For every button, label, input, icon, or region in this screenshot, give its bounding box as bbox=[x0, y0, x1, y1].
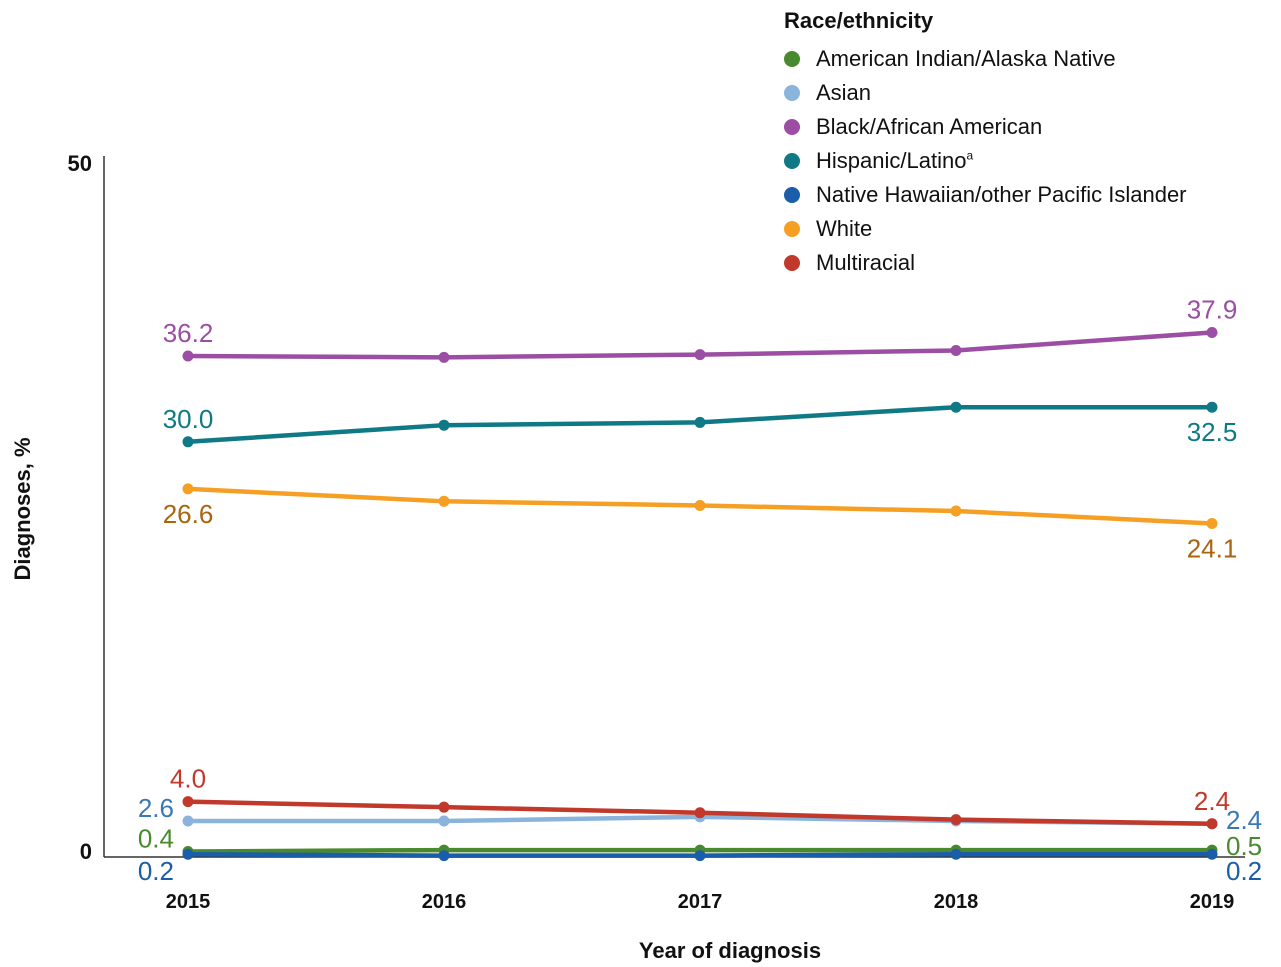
data-point-white-2018 bbox=[950, 505, 962, 517]
data-point-black-african-american-2017 bbox=[694, 349, 706, 361]
legend-item-native-hawaiian-other-pacific-islander: Native Hawaiian/other Pacific Islander bbox=[784, 178, 1187, 212]
legend-label-white: White bbox=[816, 216, 873, 241]
data-point-native-hawaiian-other-pacific-islander-2015 bbox=[182, 848, 194, 860]
data-label-american-indian-alaska-native-2019: 0.5 bbox=[1226, 831, 1262, 861]
series-layer bbox=[182, 326, 1218, 862]
data-point-native-hawaiian-other-pacific-islander-2019 bbox=[1206, 848, 1218, 860]
data-point-white-2017 bbox=[694, 499, 706, 511]
data-label-white-2015: 26.6 bbox=[163, 499, 214, 529]
legend-swatch-native-hawaiian-other-pacific-islander bbox=[784, 187, 800, 203]
data-point-black-african-american-2015 bbox=[182, 350, 194, 362]
legend: Race/ethnicity American Indian/Alaska Na… bbox=[784, 8, 1187, 280]
data-point-multiracial-2017 bbox=[694, 807, 706, 819]
legend-items: American Indian/Alaska Native Asian Black/… bbox=[784, 42, 1187, 280]
legend-item-white: White bbox=[784, 212, 1187, 246]
data-point-asian-2016 bbox=[438, 815, 450, 827]
data-label-american-indian-alaska-native-2015: 0.4 bbox=[138, 823, 174, 853]
data-label-native-hawaiian-other-pacific-islander-2019: 0.2 bbox=[1226, 856, 1262, 886]
x-tick-label-2016: 2016 bbox=[422, 891, 467, 913]
data-point-hispanic-latino-2015 bbox=[182, 436, 194, 448]
data-point-hispanic-latino-2017 bbox=[694, 416, 706, 428]
legend-swatch-hispanic-latino bbox=[784, 153, 800, 169]
y-tick-label-max: 50 bbox=[68, 151, 92, 176]
data-point-multiracial-2018 bbox=[950, 814, 962, 826]
data-point-black-african-american-2018 bbox=[950, 344, 962, 356]
data-label-multiracial-2015: 4.0 bbox=[170, 764, 206, 794]
data-label-hispanic-latino-2019: 32.5 bbox=[1187, 417, 1238, 447]
data-point-hispanic-latino-2016 bbox=[438, 419, 450, 431]
legend-item-hispanic-latino: Hispanic/Latinoa bbox=[784, 144, 1187, 178]
data-label-multiracial-2019: 2.4 bbox=[1194, 786, 1230, 816]
legend-label-asian: Asian bbox=[816, 80, 872, 105]
data-point-multiracial-2016 bbox=[438, 801, 450, 813]
y-tick-label-min: 0 bbox=[80, 839, 92, 864]
data-label-asian-2015: 2.6 bbox=[138, 793, 174, 823]
legend-footnote-mark: a bbox=[966, 148, 974, 163]
data-label-black-african-american-2019: 37.9 bbox=[1187, 294, 1238, 324]
legend-swatch-american-indian-alaska-native bbox=[784, 51, 800, 67]
legend-swatch-asian bbox=[784, 85, 800, 101]
legend-swatch-multiracial bbox=[784, 255, 800, 271]
x-tick-label-2017: 2017 bbox=[678, 891, 723, 913]
data-point-hispanic-latino-2018 bbox=[950, 401, 962, 413]
legend-item-asian: Asian bbox=[784, 76, 1187, 110]
data-point-white-2016 bbox=[438, 495, 450, 507]
data-label-black-african-american-2015: 36.2 bbox=[163, 318, 214, 348]
legend-swatch-white bbox=[784, 221, 800, 237]
x-tick-labels: 2015 2016 2017 2018 2019 bbox=[166, 891, 1235, 913]
y-axis-title: Diagnoses, % bbox=[10, 437, 35, 580]
legend-item-american-indian-alaska-native: American Indian/Alaska Native bbox=[784, 42, 1187, 76]
data-point-native-hawaiian-other-pacific-islander-2018 bbox=[950, 848, 962, 860]
data-point-multiracial-2019 bbox=[1206, 818, 1218, 830]
data-label-hispanic-latino-2015: 30.0 bbox=[163, 404, 214, 434]
data-point-white-2019 bbox=[1206, 517, 1218, 529]
legend-label-multiracial: Multiracial bbox=[816, 250, 916, 275]
legend-label-black-african-american: Black/African American bbox=[816, 114, 1043, 139]
data-label-layer: 0.4 0.5 2.6 2.4 36.2 37.9 30.0 32.5 0.2 0.2 26.6 24… bbox=[138, 294, 1262, 886]
data-label-white-2019: 24.1 bbox=[1187, 533, 1238, 563]
legend-item-multiracial: Multiracial bbox=[784, 246, 1187, 280]
x-tick-label-2019: 2019 bbox=[1190, 891, 1235, 913]
x-axis-title: Year of diagnosis bbox=[639, 938, 821, 963]
legend-title: Race/ethnicity bbox=[784, 8, 934, 33]
x-tick-label-2015: 2015 bbox=[166, 891, 211, 913]
data-label-asian-2019: 2.4 bbox=[1226, 805, 1262, 835]
data-point-multiracial-2015 bbox=[182, 796, 194, 808]
data-point-native-hawaiian-other-pacific-islander-2016 bbox=[438, 850, 450, 862]
data-point-black-african-american-2016 bbox=[438, 351, 450, 363]
data-label-native-hawaiian-other-pacific-islander-2015: 0.2 bbox=[138, 856, 174, 886]
legend-item-black-african-american: Black/African American bbox=[784, 110, 1187, 144]
x-tick-label-2018: 2018 bbox=[934, 891, 979, 913]
data-point-hispanic-latino-2019 bbox=[1206, 401, 1218, 413]
legend-label-native-hawaiian-other-pacific-islander: Native Hawaiian/other Pacific Islander bbox=[816, 182, 1187, 207]
legend-label-hispanic-latino: Hispanic/Latinoa bbox=[816, 148, 974, 173]
data-point-black-african-american-2019 bbox=[1206, 326, 1218, 338]
data-point-asian-2015 bbox=[182, 815, 194, 827]
data-point-white-2015 bbox=[182, 483, 194, 495]
data-point-native-hawaiian-other-pacific-islander-2017 bbox=[694, 850, 706, 862]
legend-label-american-indian-alaska-native: American Indian/Alaska Native bbox=[816, 46, 1116, 71]
legend-swatch-black-african-american bbox=[784, 119, 800, 135]
